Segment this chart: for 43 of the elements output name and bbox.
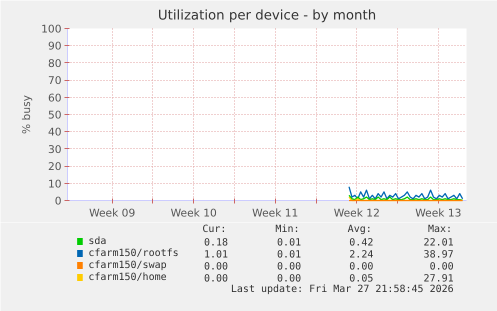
y-tick-label: 30 <box>48 142 62 156</box>
y-axis-title: % busy <box>20 95 34 134</box>
y-tick-label: 60 <box>48 91 62 104</box>
text: Avg: <box>348 224 372 235</box>
x-tick-label: Week 12 <box>334 206 380 220</box>
text: 0.05 <box>349 274 374 284</box>
text: Min: <box>275 224 300 235</box>
y-tick-label: 100 <box>41 22 62 36</box>
text: 22.01 <box>424 238 454 248</box>
y-tick-label: 50 <box>48 108 62 122</box>
text: 0.00 <box>349 262 374 272</box>
text: 0.01 <box>277 238 302 248</box>
y-tick-label: 40 <box>48 126 62 139</box>
text: 0.00 <box>204 262 228 272</box>
y-tick-label: 0 <box>54 194 62 208</box>
x-tick-label: Week 13 <box>415 206 462 220</box>
text: 0.01 <box>277 250 302 260</box>
text: 1.01 <box>204 250 228 260</box>
text: 38.97 <box>424 250 454 260</box>
y-tick-label: 80 <box>48 56 62 70</box>
y-tick-label: 90 <box>48 40 62 53</box>
legend-label: sda <box>88 236 106 247</box>
text: 0.00 <box>430 262 454 272</box>
text: 0.00 <box>277 262 302 272</box>
text: 2.24 <box>349 250 374 260</box>
chart-title: Utilization per device - by month <box>158 8 376 24</box>
legend-label: cfarm150/swap <box>88 260 167 271</box>
y-tick-label: 70 <box>48 74 62 88</box>
text: 0.00 <box>204 274 228 284</box>
text: 0.18 <box>204 238 228 248</box>
text: Max: <box>428 224 452 235</box>
text: 27.91 <box>424 274 454 284</box>
legend-label: cfarm150/home <box>88 272 167 283</box>
x-tick-label: Week 09 <box>89 206 136 220</box>
y-tick-label: 10 <box>48 177 62 190</box>
legend-label: cfarm150/rootfs <box>88 248 179 259</box>
text: Cur: <box>202 224 226 235</box>
text: Last update: Fri Mar 27 21:58:45 2026 <box>230 284 454 295</box>
x-tick-label: Week 10 <box>170 206 217 220</box>
text: 0.42 <box>349 238 374 248</box>
x-tick-label: Week 11 <box>252 206 298 220</box>
y-tick-label: 20 <box>48 160 62 174</box>
text: 0.00 <box>277 274 302 284</box>
